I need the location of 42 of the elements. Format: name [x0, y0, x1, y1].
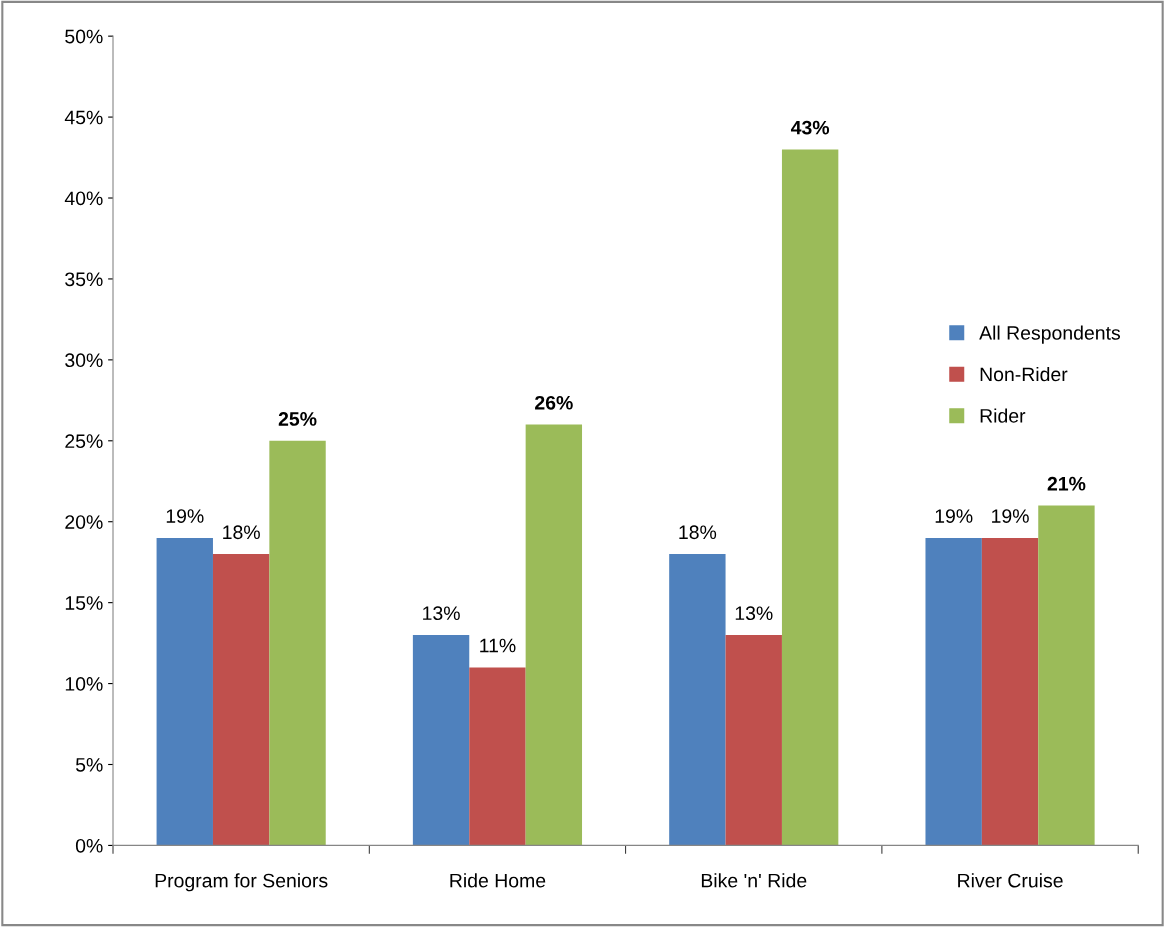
y-tick-label: 20% [65, 515, 103, 529]
x-tick-label: River Cruise [958, 873, 1063, 888]
y-tick-label: 15% [65, 596, 103, 610]
x-tick-label: Ride Home [450, 873, 546, 888]
data-label: 19% [166, 509, 204, 523]
legend-label: All Respondents [979, 325, 1121, 344]
data-label: 43% [790, 120, 830, 135]
y-tick-label: 30% [65, 353, 103, 368]
bar [725, 635, 782, 846]
data-label: 19% [992, 509, 1029, 523]
bar [781, 149, 839, 846]
data-label: 13% [735, 606, 773, 621]
x-tick-label: Bike 'n' Ride [701, 873, 807, 888]
bar [925, 537, 982, 846]
y-tick-label: 10% [65, 677, 103, 691]
bar [412, 635, 470, 846]
bar [269, 440, 326, 846]
legend-label: Rider [980, 408, 1026, 423]
data-label: 18% [679, 525, 717, 540]
data-label: 19% [935, 509, 973, 523]
data-label: 18% [223, 525, 260, 540]
data-label: 25% [278, 412, 317, 426]
y-tick-label: 0% [75, 838, 103, 853]
x-tick-label: Program for Seniors [155, 873, 328, 892]
y-tick-label: 5% [75, 758, 103, 772]
y-tick-label: 35% [65, 272, 103, 287]
y-tick-label: 25% [65, 434, 103, 449]
bar [156, 537, 213, 846]
data-label: 11% [480, 638, 516, 653]
bar [525, 424, 583, 846]
data-label: 26% [535, 395, 573, 410]
bar [1038, 505, 1095, 846]
y-tick-label: 45% [64, 110, 103, 125]
bar [469, 667, 526, 846]
bar [212, 554, 270, 846]
data-label: 13% [423, 606, 460, 621]
data-label: 21% [1047, 476, 1086, 491]
legend-label: Non-Rider [980, 366, 1068, 382]
y-tick-label: 50% [65, 29, 103, 44]
bar [669, 554, 726, 846]
y-tick-label: 40% [64, 191, 103, 206]
bar [981, 537, 1039, 846]
